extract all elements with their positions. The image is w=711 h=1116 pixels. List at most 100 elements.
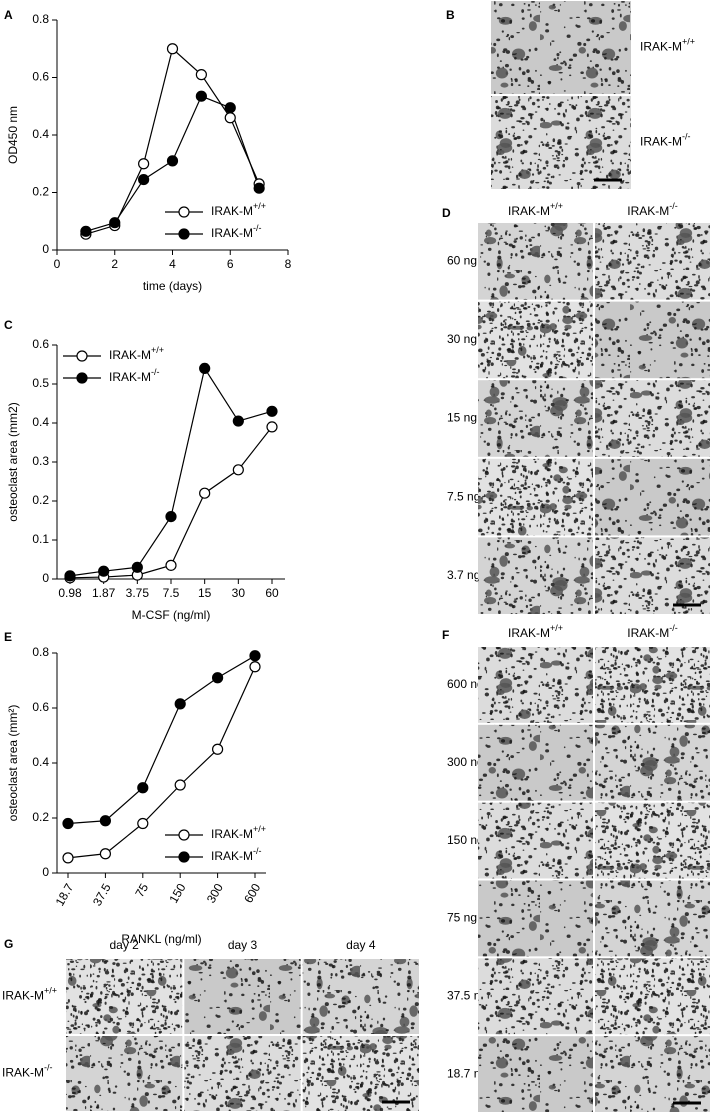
- x-axis-label: RANKL (ng/ml): [121, 932, 201, 946]
- micrograph: [491, 1, 631, 94]
- micrograph: [595, 1036, 710, 1112]
- data-point: [232, 415, 244, 427]
- micrograph: [66, 1036, 183, 1111]
- y-axis-label: osteoclast area (mm²): [6, 705, 20, 822]
- x-tick-label: 15: [198, 586, 212, 600]
- data-point: [253, 182, 265, 194]
- data-point: [165, 510, 177, 523]
- micrograph: [184, 1036, 301, 1111]
- y-tick-label: 0.2: [32, 185, 49, 199]
- x-axis-label: M-CSF (ng/ml): [132, 608, 211, 622]
- data-point: [109, 217, 121, 229]
- data-point: [174, 698, 186, 710]
- x-tick-label: 7.5: [163, 586, 180, 600]
- x-tick-label: 37.5: [90, 881, 114, 909]
- column-label: IRAK-M+/+: [508, 201, 563, 218]
- panel-letter: E: [4, 630, 12, 644]
- micrograph: [595, 724, 710, 801]
- row-label: IRAK-M-/-: [2, 1063, 53, 1080]
- series-line: [69, 426, 273, 579]
- y-tick-label: 0.6: [32, 337, 49, 351]
- data-point: [195, 90, 207, 102]
- data-point: [99, 815, 112, 827]
- legend-label: IRAK-M+/+: [211, 201, 266, 218]
- column-label: day 2: [109, 938, 139, 952]
- data-point: [212, 743, 224, 755]
- column-label: IRAK-M-/-: [627, 623, 678, 640]
- micrograph: [302, 1036, 419, 1111]
- y-tick-label: 0.8: [32, 645, 49, 659]
- row-label: 60 ng: [447, 253, 477, 267]
- micrograph: [478, 380, 593, 457]
- data-point: [249, 661, 261, 673]
- row-label: 300 ng: [447, 755, 484, 769]
- y-tick-label: 0.8: [32, 12, 49, 26]
- legend-label: IRAK-M+/+: [211, 824, 266, 841]
- x-tick-label: 4: [169, 257, 176, 271]
- row-label: IRAK-M+/+: [640, 37, 695, 54]
- micrograph: [478, 223, 593, 300]
- legend-label: IRAK-M-/-: [211, 846, 262, 863]
- x-tick-label: 3.75: [126, 586, 150, 600]
- micrograph: [478, 1036, 593, 1112]
- micrograph: [478, 301, 593, 379]
- data-point: [249, 650, 261, 662]
- panel-letter: D: [442, 206, 451, 220]
- micrograph: [478, 802, 593, 879]
- micrograph: [595, 647, 710, 723]
- micrograph: [595, 880, 710, 957]
- micrograph: [595, 958, 710, 1035]
- x-tick-label: 0.98: [58, 586, 82, 600]
- y-axis-label: osteoclast area (mm2): [6, 402, 20, 521]
- micrograph: [595, 802, 710, 879]
- data-point: [224, 112, 236, 124]
- data-point: [195, 69, 207, 81]
- legend-marker: [76, 372, 88, 384]
- micrograph: [595, 458, 710, 536]
- y-axis-label: OD450 nm: [6, 106, 20, 164]
- x-tick-label: 30: [232, 586, 246, 600]
- column-label: day 3: [228, 938, 258, 952]
- column-label: IRAK-M+/+: [508, 623, 563, 640]
- data-point: [98, 565, 110, 577]
- row-label: 75 ng: [447, 911, 477, 925]
- data-point: [266, 421, 278, 433]
- panel-letter: A: [4, 8, 13, 22]
- x-tick-label: 0: [54, 257, 61, 271]
- data-point: [99, 848, 112, 860]
- data-point: [266, 405, 278, 417]
- row-label: 3.7 ng: [447, 568, 480, 582]
- y-tick-label: 0.6: [32, 700, 49, 714]
- panel-letter: C: [4, 318, 13, 332]
- micrograph: [478, 458, 593, 536]
- data-point: [166, 155, 179, 167]
- legend-marker: [76, 350, 88, 362]
- y-tick-label: 0.1: [32, 532, 49, 546]
- data-point: [232, 464, 244, 476]
- x-tick-label: 600: [241, 881, 263, 906]
- column-label: day 4: [346, 938, 376, 952]
- micrograph: [302, 959, 419, 1034]
- y-tick-label: 0.4: [32, 415, 49, 429]
- row-label: IRAK-M-/-: [640, 132, 691, 149]
- data-point: [166, 43, 179, 55]
- series-line: [67, 666, 256, 859]
- legend-marker: [178, 206, 190, 218]
- legend-marker: [178, 829, 190, 841]
- micrograph: [478, 724, 593, 801]
- data-point: [212, 672, 224, 684]
- y-tick-label: 0: [42, 242, 49, 256]
- panel-letter: F: [442, 628, 449, 642]
- row-label: 7.5 ng: [447, 489, 480, 503]
- micrograph: [66, 959, 183, 1034]
- micrograph: [595, 380, 710, 457]
- series-line: [67, 655, 256, 825]
- x-tick-label: 300: [204, 881, 226, 906]
- row-label: 15 ng: [447, 411, 477, 425]
- legend-marker: [178, 851, 190, 863]
- micrograph: [595, 301, 710, 379]
- y-tick-label: 0.3: [32, 454, 49, 468]
- row-label: 150 ng: [447, 833, 484, 847]
- data-point: [80, 225, 92, 237]
